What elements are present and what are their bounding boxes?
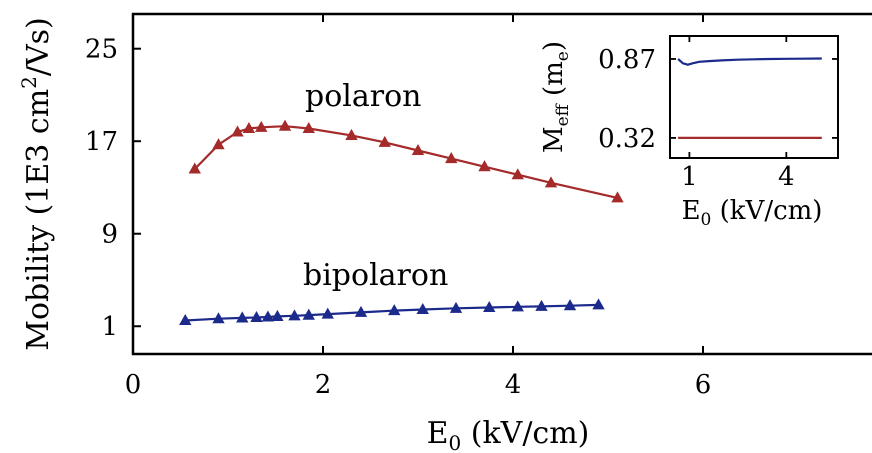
series-bipolaron [179, 298, 605, 326]
data-point-polaron [188, 162, 201, 174]
data-point-polaron [231, 125, 244, 137]
data-point-bipolaron [354, 305, 368, 317]
inset-y-tick-label: 0.32 [598, 124, 656, 154]
data-point-polaron [544, 176, 558, 188]
data-point-bipolaron [535, 299, 548, 311]
data-point-bipolaron [416, 302, 429, 315]
y-tick-label: 9 [101, 220, 118, 250]
y-axis-label: Mobility (1E3 cm2/Vs) [17, 17, 56, 350]
data-point-polaron [345, 128, 358, 140]
x-tick-label: 6 [695, 370, 712, 400]
data-point-polaron [242, 121, 256, 134]
inset-x-tick-label: 1 [681, 162, 698, 192]
x-tick-label: 0 [125, 370, 142, 400]
data-point-polaron [378, 135, 391, 147]
data-point-polaron [411, 143, 425, 156]
data-point-bipolaron [511, 300, 524, 312]
inset-background [670, 36, 838, 158]
data-point-bipolaron [483, 301, 496, 313]
data-point-bipolaron [236, 311, 249, 323]
x-tick-label: 4 [505, 370, 522, 400]
series-label-polaron: polaron [305, 79, 421, 114]
data-point-bipolaron [388, 304, 401, 316]
data-point-bipolaron [563, 299, 577, 311]
data-point-bipolaron [261, 310, 275, 322]
data-point-bipolaron [250, 310, 263, 323]
main-series [179, 119, 624, 326]
inset-series-line-1 [677, 57, 822, 66]
inset-x-axis-label: E0 (kV/cm) [682, 196, 823, 230]
inset-ticks: 1 4 0.87 0.32 [598, 36, 838, 192]
inset-x-tick-label: 4 [778, 162, 795, 192]
data-point-polaron [255, 120, 268, 132]
data-point-polaron [302, 121, 315, 134]
data-point-polaron [278, 119, 292, 131]
series-polaron [188, 119, 624, 203]
inset-y-tick-label: 0.87 [598, 45, 656, 75]
inset-axes-frame [669, 35, 839, 159]
main-ticks: 02468191725 [85, 14, 712, 400]
data-point-bipolaron [271, 309, 284, 321]
data-point-bipolaron [302, 308, 315, 320]
data-point-bipolaron [592, 298, 605, 310]
data-point-polaron [212, 138, 225, 150]
inset-y-axis-label: Meff (me) [539, 41, 573, 153]
data-point-bipolaron [179, 313, 192, 326]
data-point-polaron [611, 191, 624, 203]
data-point-bipolaron [212, 312, 225, 324]
data-point-polaron [511, 168, 524, 180]
y-tick-label: 17 [85, 127, 118, 157]
data-point-bipolaron [288, 309, 301, 321]
data-point-bipolaron [321, 307, 334, 319]
x-axis-label: E0 (kV/cm) [427, 416, 590, 453]
y-tick-label: 1 [101, 312, 118, 342]
inset-series [677, 57, 822, 139]
y-tick-label: 25 [85, 35, 118, 65]
x-tick-label: 2 [315, 370, 332, 400]
data-point-bipolaron [449, 301, 463, 313]
series-label-bipolaron: bipolaron [303, 258, 448, 293]
data-point-polaron [478, 160, 491, 172]
data-point-polaron [445, 152, 458, 164]
